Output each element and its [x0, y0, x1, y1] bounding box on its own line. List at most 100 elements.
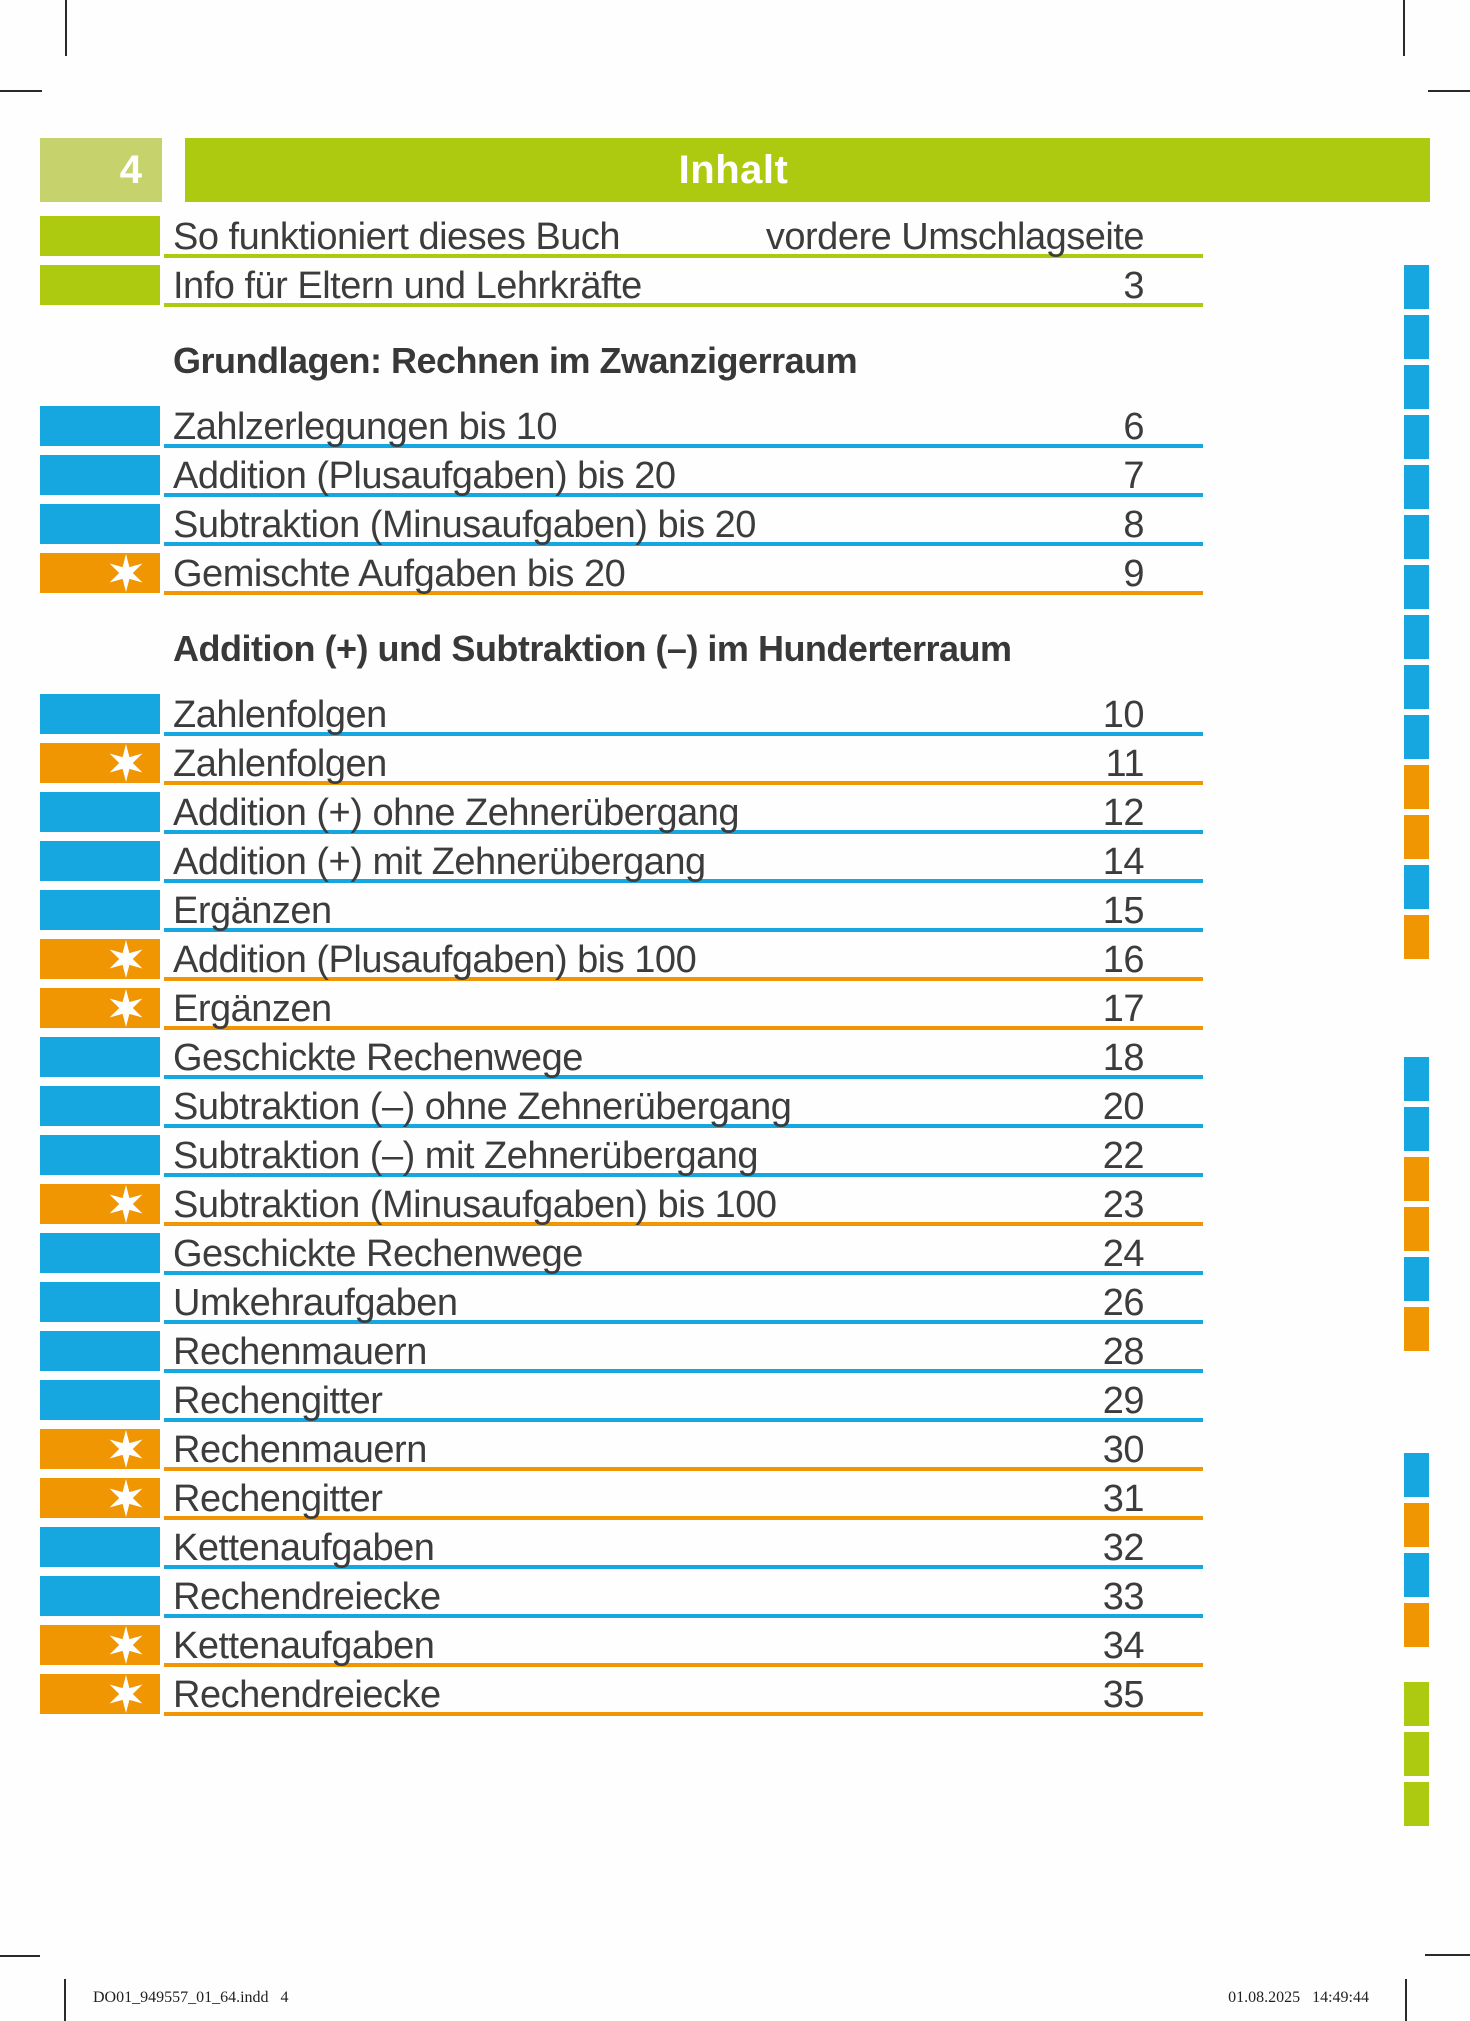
star-icon	[109, 1675, 143, 1713]
toc-row: So funktioniert dieses Buch vordere Umsch…	[40, 216, 1203, 258]
toc-entry-page: 12	[1102, 792, 1145, 834]
toc-entry-title: Gemischte Aufgaben bis 20	[173, 553, 626, 595]
edge-tab-green	[1404, 1732, 1429, 1776]
toc-entry-title: Addition (+) mit Zehnerübergang	[173, 841, 706, 883]
row-underline	[164, 879, 1203, 883]
toc-row: Info für Eltern und Lehrkräfte 3	[40, 265, 1203, 307]
toc-entry-title: Rechengitter	[173, 1478, 383, 1520]
edge-tab-orange	[1404, 1307, 1429, 1351]
toc-entry-page: 35	[1102, 1674, 1145, 1716]
star-icon	[109, 554, 143, 592]
row-underline	[164, 977, 1203, 981]
row-color-box	[40, 265, 160, 305]
toc-entry-title: Zahlzerlegungen bis 10	[173, 406, 558, 448]
toc-row: Rechendreiecke 35	[40, 1674, 1203, 1716]
row-underline	[164, 254, 1203, 258]
toc-row: Subtraktion (Minusaufgaben) bis 20 8	[40, 504, 1203, 546]
toc-entry-page: 10	[1102, 694, 1145, 736]
edge-tab-blue	[1404, 615, 1429, 659]
row-underline	[164, 732, 1203, 736]
toc-entry-title: So funktioniert dieses Buch	[173, 216, 621, 258]
toc-entry-page: 30	[1102, 1429, 1145, 1471]
toc-entry-title: Rechendreiecke	[173, 1674, 441, 1716]
edge-tab-orange	[1404, 915, 1429, 959]
row-underline	[164, 1516, 1203, 1520]
row-underline	[164, 1124, 1203, 1128]
toc-entry-title: Rechengitter	[173, 1380, 383, 1422]
row-underline	[164, 1663, 1203, 1667]
toc-entry-page: vordere Umschlagseite	[765, 216, 1145, 258]
toc-entry-page: 3	[1123, 265, 1144, 307]
toc-row: Kettenaufgaben 34	[40, 1625, 1203, 1667]
toc-entry-title: Addition (Plusaufgaben) bis 100	[173, 939, 697, 981]
row-color-box	[40, 1233, 160, 1273]
toc-row: Ergänzen 17	[40, 988, 1203, 1030]
edge-tab-blue	[1404, 565, 1429, 609]
row-color-box	[40, 792, 160, 832]
toc-entry-title: Umkehraufgaben	[173, 1282, 458, 1324]
row-underline	[164, 1565, 1203, 1569]
toc-entry-page: 7	[1123, 455, 1144, 497]
row-underline	[164, 928, 1203, 932]
star-icon	[109, 1626, 143, 1664]
star-icon	[109, 989, 143, 1027]
section-heading: Grundlagen: Rechnen im Zwanzigerraum	[173, 340, 858, 381]
row-underline	[164, 1026, 1203, 1030]
star-icon	[109, 1185, 143, 1223]
toc-entry-title: Kettenaufgaben	[173, 1625, 435, 1667]
toc-entry-title: Rechenmauern	[173, 1331, 427, 1373]
toc-entry-title: Subtraktion (–) mit Zehnerübergang	[173, 1135, 759, 1177]
row-underline	[164, 591, 1203, 595]
toc-row: Ergänzen 15	[40, 890, 1203, 932]
toc-row: Subtraktion (–) ohne Zehnerübergang 20	[40, 1086, 1203, 1128]
row-color-box-starred	[40, 939, 160, 979]
toc-entry-page: 33	[1102, 1576, 1145, 1618]
edge-tab-orange	[1404, 815, 1429, 859]
page-number-box: 4	[40, 138, 162, 202]
edge-tab-blue	[1404, 715, 1429, 759]
toc-entry-title: Subtraktion (Minusaufgaben) bis 100	[173, 1184, 777, 1226]
toc-entry-title: Ergänzen	[173, 890, 332, 932]
row-color-box	[40, 1576, 160, 1616]
row-color-box	[40, 216, 160, 256]
toc-row: Rechenmauern 28	[40, 1331, 1203, 1373]
table-of-contents: So funktioniert dieses Buch vordere Umsch…	[40, 216, 1203, 1723]
toc-row: Subtraktion (–) mit Zehnerübergang 22	[40, 1135, 1203, 1177]
toc-entry-page: 16	[1102, 939, 1145, 981]
edge-tab-orange	[1404, 765, 1429, 809]
toc-entry-title: Kettenaufgaben	[173, 1527, 435, 1569]
row-color-box-starred	[40, 1429, 160, 1469]
edge-tab-blue	[1404, 365, 1429, 409]
toc-entry-page: 31	[1102, 1478, 1145, 1520]
toc-entry-page: 28	[1102, 1331, 1145, 1373]
edge-tab-blue	[1404, 465, 1429, 509]
toc-row: Rechengitter 31	[40, 1478, 1203, 1520]
row-color-box	[40, 1331, 160, 1371]
toc-entry-title: Zahlenfolgen	[173, 694, 387, 736]
star-icon	[109, 1430, 143, 1468]
edge-tab-group	[1404, 1682, 1429, 1826]
edge-tab-orange	[1404, 1603, 1429, 1647]
toc-row: Addition (+) ohne Zehnerübergang 12	[40, 792, 1203, 834]
toc-row: Rechengitter 29	[40, 1380, 1203, 1422]
toc-entry-page: 23	[1102, 1184, 1145, 1226]
toc-entry-page: 32	[1102, 1527, 1145, 1569]
row-underline	[164, 493, 1203, 497]
header-title-bar: Inhalt	[185, 138, 1430, 202]
toc-row: Zahlenfolgen 11	[40, 743, 1203, 785]
row-underline	[164, 1222, 1203, 1226]
edge-tab-blue	[1404, 1453, 1429, 1497]
edge-tab-orange	[1404, 1157, 1429, 1201]
toc-entry-page: 34	[1102, 1625, 1145, 1667]
edge-tab-blue	[1404, 415, 1429, 459]
star-icon	[109, 744, 143, 782]
toc-entry-page: 20	[1102, 1086, 1145, 1128]
toc-row: Umkehraufgaben 26	[40, 1282, 1203, 1324]
toc-row: Addition (Plusaufgaben) bis 100 16	[40, 939, 1203, 981]
row-color-box	[40, 1282, 160, 1322]
toc-entry-title: Rechendreiecke	[173, 1576, 441, 1618]
toc-entry-page: 22	[1102, 1135, 1145, 1177]
footer-file-name: DO01_949557_01_64.indd 4	[93, 1989, 289, 2006]
toc-entry-page: 9	[1123, 553, 1144, 595]
row-underline	[164, 1271, 1203, 1275]
